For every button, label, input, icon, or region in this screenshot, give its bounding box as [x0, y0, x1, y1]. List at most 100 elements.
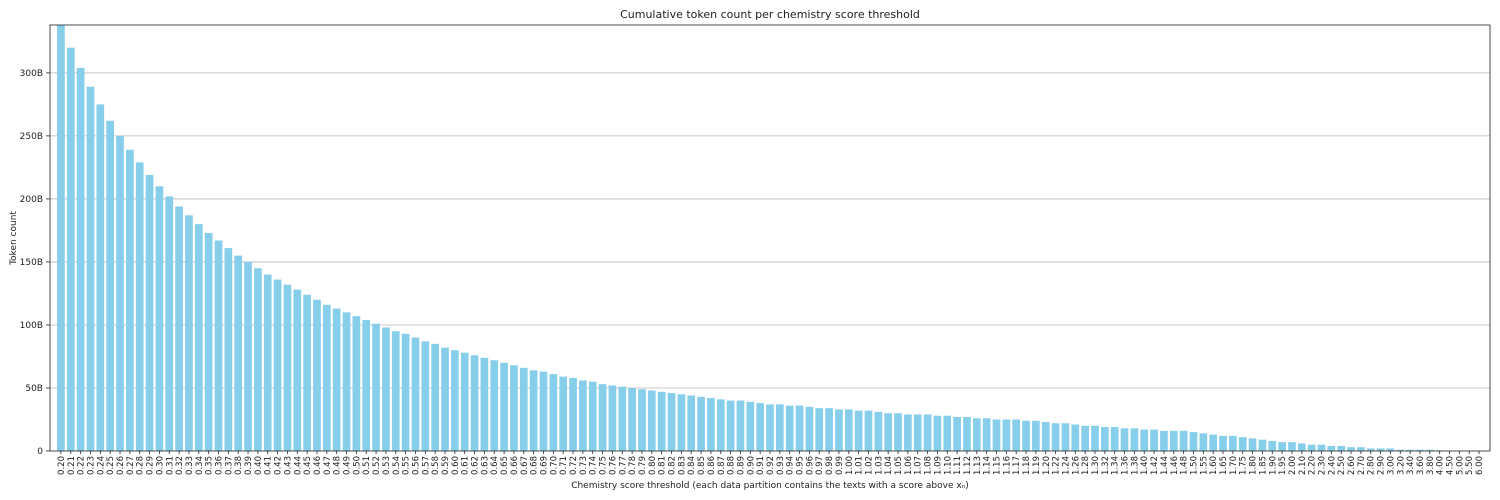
x-tick-label: 0.82 [668, 456, 678, 475]
y-tick-label: 0 [37, 447, 43, 457]
x-tick-label: 1.90 [1268, 456, 1278, 475]
x-tick-label: 1.02 [864, 456, 874, 475]
x-tick-label: 0.56 [411, 456, 421, 475]
bar [864, 410, 873, 451]
x-tick-label: 0.77 [618, 456, 628, 475]
bar [1189, 432, 1198, 451]
x-tick-label: 0.36 [214, 456, 224, 475]
bar [785, 405, 794, 451]
x-tick-label: 0.55 [402, 456, 412, 475]
bar [214, 240, 223, 451]
x-tick-label: 0.54 [392, 456, 402, 475]
bar [1140, 429, 1149, 451]
bar [421, 341, 430, 451]
y-tick-label: 150B [20, 258, 43, 268]
x-tick-label: 0.26 [116, 456, 126, 475]
bar [815, 408, 824, 451]
x-tick-label: 0.32 [175, 456, 185, 475]
bar [569, 377, 577, 451]
x-tick-label: 0.58 [431, 456, 441, 475]
bar [126, 149, 134, 451]
bar [529, 370, 538, 451]
x-tick-label: 1.13 [973, 456, 983, 475]
bar [411, 337, 420, 451]
x-tick-label: 0.63 [480, 456, 490, 475]
x-tick-label: 0.46 [313, 456, 323, 475]
bar [746, 401, 755, 451]
x-tick-label: 2.60 [1347, 456, 1357, 475]
bar [116, 135, 124, 451]
bar [579, 380, 587, 451]
bar [697, 396, 705, 451]
x-tick-label: 0.90 [746, 456, 756, 475]
x-tick-label: 1.34 [1111, 456, 1121, 475]
x-tick-label: 1.85 [1258, 456, 1268, 475]
bar [234, 255, 243, 451]
x-tick-label: 1.20 [1042, 456, 1052, 475]
x-tick-label: 3.40 [1406, 456, 1416, 475]
bar [254, 268, 262, 451]
bar [519, 367, 528, 451]
bar [194, 224, 203, 451]
bar [1425, 449, 1434, 451]
y-tick-label: 300B [20, 69, 43, 79]
bar [1258, 439, 1267, 451]
bar [1199, 433, 1208, 451]
x-axis-label: Chemistry score threshold (each data par… [571, 481, 969, 491]
bar [1396, 449, 1405, 451]
bar [963, 416, 971, 451]
x-tick-label: 0.40 [254, 456, 264, 475]
bar [933, 415, 942, 451]
x-tick-label: 0.89 [736, 456, 746, 475]
bar [431, 343, 439, 451]
x-tick-label: 0.33 [185, 456, 195, 475]
bar [1406, 449, 1414, 451]
x-tick-label: 1.36 [1121, 456, 1131, 475]
x-tick-label: 0.70 [549, 456, 559, 475]
bar [362, 319, 371, 451]
bar [1179, 430, 1188, 451]
bar [66, 47, 75, 451]
bar [1002, 419, 1011, 451]
bar [441, 347, 449, 451]
bar [687, 395, 696, 451]
bar [667, 393, 676, 451]
bar [588, 381, 597, 451]
x-tick-label: 0.73 [579, 456, 589, 475]
bar [1357, 447, 1365, 451]
bar [1081, 425, 1089, 451]
bar [884, 413, 893, 451]
bar [657, 391, 666, 451]
x-tick-label: 0.81 [658, 456, 668, 475]
bar [263, 274, 272, 451]
x-tick-label: 0.87 [717, 456, 727, 475]
x-tick-label: 0.93 [776, 456, 786, 475]
x-tick-label: 2.70 [1357, 456, 1367, 475]
bar [608, 385, 617, 451]
bar [894, 413, 902, 451]
bar [96, 104, 105, 451]
bar [1022, 420, 1030, 451]
x-tick-label: 1.44 [1160, 456, 1170, 475]
bar [736, 400, 745, 451]
x-tick-label: 1.18 [1022, 456, 1032, 475]
x-tick-label: 0.51 [362, 456, 372, 475]
x-tick-label: 1.04 [884, 456, 894, 475]
bar [490, 360, 499, 451]
x-tick-label: 2.10 [1298, 456, 1308, 475]
x-tick-label: 0.94 [786, 456, 796, 475]
bar [204, 232, 213, 451]
bar [913, 414, 922, 451]
bar [1297, 443, 1306, 451]
bar [1071, 424, 1080, 451]
x-tick-label: 1.32 [1101, 456, 1111, 475]
x-tick-label: 0.92 [766, 456, 776, 475]
bar [1120, 428, 1129, 451]
x-tick-label: 2.80 [1367, 456, 1377, 475]
x-tick-label: 0.20 [57, 456, 67, 475]
x-tick-label: 2.40 [1327, 456, 1337, 475]
x-tick-label: 1.46 [1170, 456, 1180, 475]
bar [1229, 435, 1237, 451]
x-tick-label: 0.59 [441, 456, 451, 475]
x-tick-label: 1.16 [1002, 456, 1012, 475]
